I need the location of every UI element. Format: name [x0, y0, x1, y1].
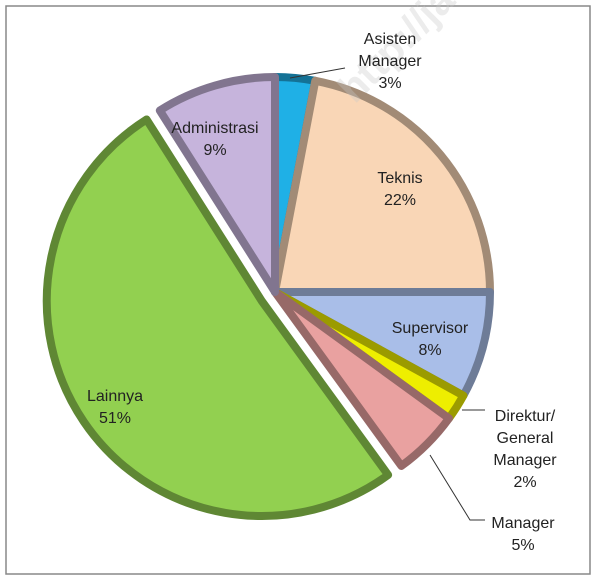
- category-label: Manager: [491, 515, 555, 532]
- leader-line: [429, 454, 485, 521]
- slice-label: Administrasi 9%: [165, 118, 265, 162]
- pie-slice: [271, 76, 494, 296]
- pie-slice: [42, 115, 393, 520]
- value-label: 22%: [383, 192, 417, 209]
- value-label: 3%: [378, 75, 402, 92]
- category-label: Asisten Manager: [358, 31, 422, 70]
- category-label: Administrasi: [171, 120, 259, 137]
- category-label: Direktur/ General Manager: [493, 408, 557, 469]
- slice-label: Supervisor 8%: [380, 318, 480, 362]
- category-label: Teknis: [377, 170, 423, 187]
- category-label: Supervisor: [391, 320, 469, 337]
- value-label: 8%: [418, 342, 442, 359]
- value-label: 9%: [203, 142, 227, 159]
- slice-label: Teknis 22%: [360, 168, 440, 212]
- category-label: Lainnya: [86, 388, 144, 405]
- pie-slice: [271, 288, 453, 470]
- slice-label: Lainnya 51%: [75, 386, 155, 430]
- slice-label: Manager 5%: [478, 513, 568, 557]
- slice-label: Asisten Manager 3%: [345, 29, 435, 95]
- slice-label: Direktur/ General Manager 2%: [480, 406, 570, 494]
- value-label: 5%: [511, 537, 535, 554]
- frame: [5, 5, 591, 575]
- value-label: 2%: [513, 474, 537, 491]
- value-label: 51%: [98, 410, 132, 427]
- leader-lines: [289, 67, 485, 521]
- leader-line: [289, 67, 346, 79]
- pie-slice: [155, 73, 279, 296]
